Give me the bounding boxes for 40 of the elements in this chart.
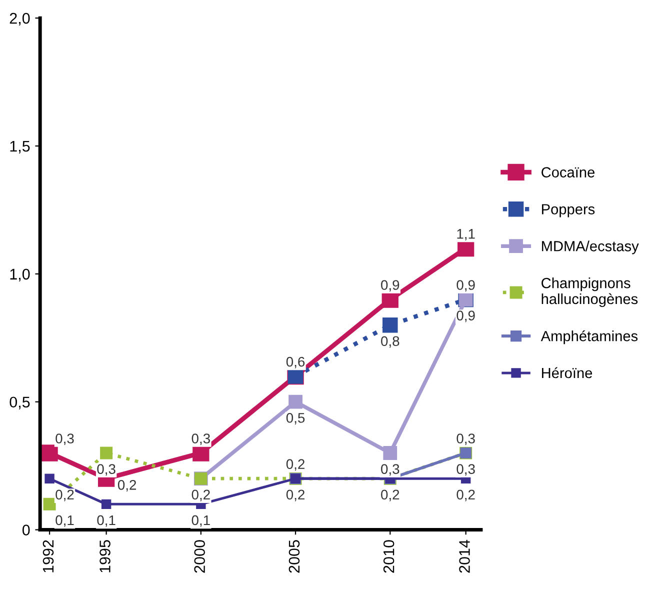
data-label: 0,9 [456,310,475,322]
y-tick-label: 0,5 [10,396,30,410]
data-label: 0,5 [286,412,305,424]
data-label: 0,3 [381,464,400,476]
data-label: 0,2 [56,490,74,502]
data-label: 0,1 [192,515,210,527]
data-label: 0,2 [192,490,210,502]
data-label: 0,2 [118,480,136,492]
x-tick-label: 1995 [100,540,110,572]
y-tick-label: 1,0 [10,268,30,282]
data-label: 0,3 [97,464,116,476]
data-label: 0,2 [456,490,475,502]
data-label: 0,9 [456,280,475,292]
legend-label: Cocaïne [542,167,594,178]
data-label: 0,1 [56,515,74,527]
data-label: 1,1 [457,229,475,240]
x-tick-label: 2000 [194,540,206,573]
y-tick-label: 0 [22,524,30,536]
y-tick-label: 1,5 [10,141,30,154]
legend-label: Amphétamines [540,330,638,344]
data-label: 0,3 [56,434,74,446]
x-tick-label: 2005 [288,540,300,573]
data-label: 0,3 [192,434,210,446]
x-tick-label: 1992 [42,540,54,572]
data-label: 0,2 [286,490,304,502]
legend-label: MDMA/ecstasy [542,240,639,254]
data-label: 0,1 [97,515,116,527]
legend-label: Poppers [542,204,595,218]
data-label: 0,2 [286,459,304,471]
data-label: 0,2 [381,490,400,502]
y-tick-label: 2,0 [10,12,30,26]
data-label: 0,3 [456,434,475,446]
data-label: 0,3 [456,464,475,476]
x-tick-label: 2010 [383,540,394,573]
data-label: 0,8 [381,336,400,348]
legend-label: Héroïne [542,367,592,378]
data-label: 0,6 [286,356,305,368]
x-tick-label: 2014 [459,540,470,573]
data-label: 0,9 [381,280,400,292]
legend-label: Champignons hallucinogènes [542,278,638,308]
